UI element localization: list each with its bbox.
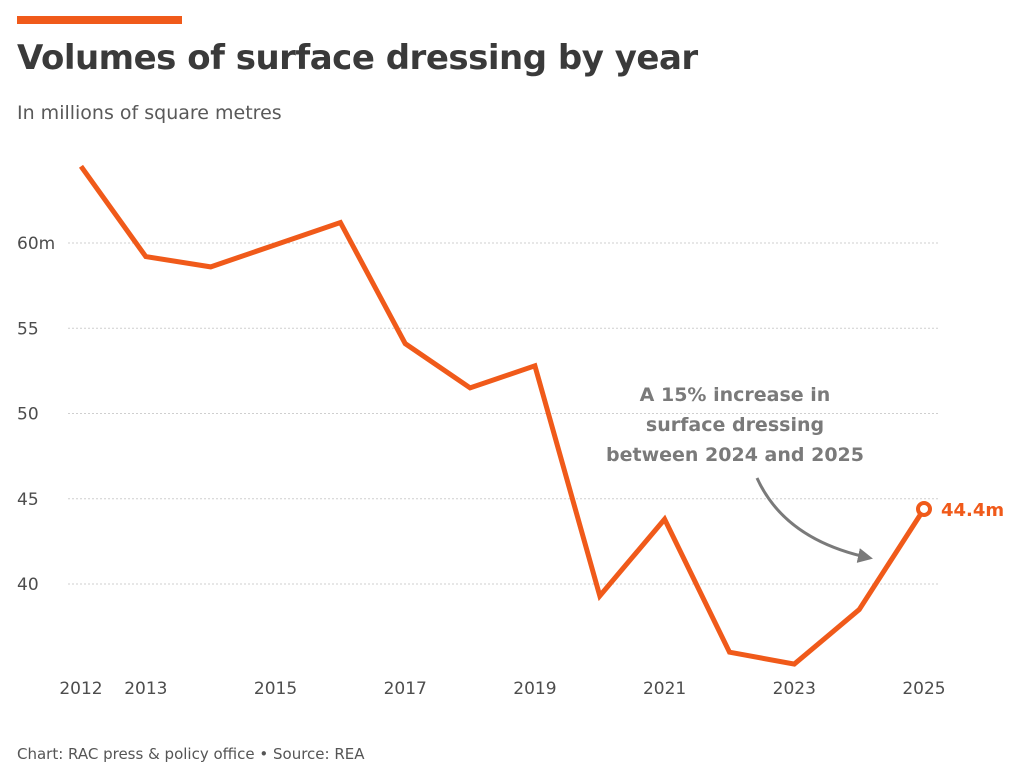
end-point-marker [916,500,932,517]
chart-footer: Chart: RAC press & policy office • Sourc… [17,745,365,763]
annotation-line-2: surface dressing [646,414,824,436]
series-line [78,164,927,667]
x-tick-label: 2015 [254,679,297,699]
x-tick-label: 2023 [773,679,816,699]
x-tick-label: 2013 [124,679,167,699]
x-tick-label: 2012 [59,679,102,699]
x-tick-label: 2025 [902,679,945,699]
end-value-label: 44.4m [941,500,1004,521]
x-tick-label: 2021 [643,679,686,699]
y-tick-label: 40 [17,575,39,595]
x-tick-label: 2019 [513,679,556,699]
chart-subtitle: In millions of square metres [17,102,282,124]
x-tick-label: 2017 [384,679,427,699]
y-tick-label: 45 [17,490,39,510]
y-tick-label: 50 [17,405,39,425]
accent-bar [17,16,182,24]
annotation-line-1: A 15% increase in [640,384,831,406]
annotation-line-3: between 2024 and 2025 [606,444,864,466]
y-tick-label: 55 [17,319,39,339]
chart-title: Volumes of surface dressing by year [17,38,698,78]
annotation-arrow [755,477,873,563]
y-tick-label: 60m [17,234,55,254]
